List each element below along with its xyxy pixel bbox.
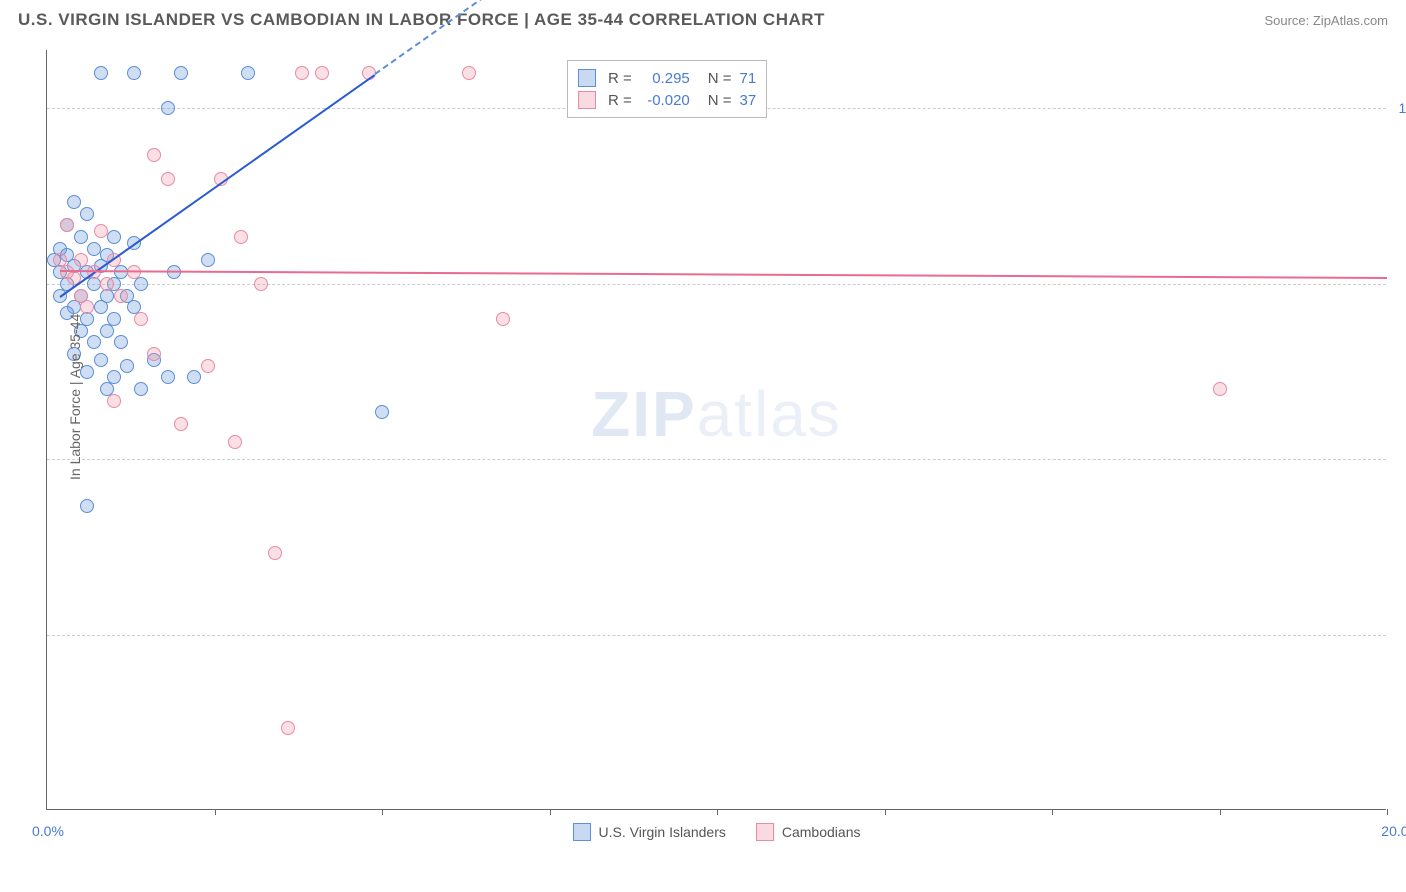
x-tick-mark	[215, 809, 216, 815]
scatter-point-pink	[147, 148, 161, 162]
scatter-point-pink	[94, 224, 108, 238]
scatter-point-pink	[100, 277, 114, 291]
scatter-point-pink	[1213, 382, 1227, 396]
scatter-point-pink	[295, 66, 309, 80]
scatter-point-blue	[100, 324, 114, 338]
scatter-point-pink	[234, 230, 248, 244]
scatter-point-blue	[120, 359, 134, 373]
x-tick-mark	[885, 809, 886, 815]
legend-item-a: U.S. Virgin Islanders	[573, 823, 726, 841]
scatter-point-blue	[127, 66, 141, 80]
scatter-point-blue	[114, 335, 128, 349]
scatter-point-blue	[375, 405, 389, 419]
scatter-point-blue	[107, 230, 121, 244]
n-value-a: 71	[740, 70, 757, 87]
y-tick-label: 55.0%	[1391, 627, 1406, 643]
watermark: ZIPatlas	[591, 377, 842, 451]
scatter-point-blue	[134, 277, 148, 291]
scatter-point-pink	[268, 546, 282, 560]
y-tick-label: 100.0%	[1391, 100, 1406, 116]
correlation-legend: R = 0.295 N = 71 R = -0.020 N = 37	[567, 60, 767, 118]
chart-source: Source: ZipAtlas.com	[1264, 13, 1388, 28]
scatter-point-blue	[80, 499, 94, 513]
legend-row-b: R = -0.020 N = 37	[578, 89, 756, 111]
x-tick-mark	[1220, 809, 1221, 815]
trendline	[60, 74, 376, 298]
scatter-point-pink	[80, 300, 94, 314]
scatter-point-pink	[107, 394, 121, 408]
scatter-point-blue	[67, 195, 81, 209]
chart-plot-area: ZIPatlas 100.0%85.0%70.0%55.0% R = 0.295…	[46, 50, 1386, 810]
x-tick-mark	[1052, 809, 1053, 815]
scatter-point-pink	[147, 347, 161, 361]
series-legend: U.S. Virgin Islanders Cambodians	[573, 823, 861, 841]
gridline	[47, 284, 1386, 285]
scatter-point-blue	[201, 253, 215, 267]
scatter-point-pink	[114, 289, 128, 303]
scatter-point-blue	[187, 370, 201, 384]
scatter-point-pink	[134, 312, 148, 326]
gridline	[47, 635, 1386, 636]
chart-title: U.S. VIRGIN ISLANDER VS CAMBODIAN IN LAB…	[18, 10, 825, 30]
scatter-point-pink	[201, 359, 215, 373]
x-tick-mark	[717, 809, 718, 815]
swatch-pink	[578, 91, 596, 109]
x-tick-mark	[382, 809, 383, 815]
scatter-point-blue	[87, 242, 101, 256]
scatter-point-pink	[496, 312, 510, 326]
y-tick-label: 70.0%	[1391, 451, 1406, 467]
scatter-point-pink	[254, 277, 268, 291]
swatch-pink-icon	[756, 823, 774, 841]
scatter-point-blue	[174, 66, 188, 80]
scatter-point-blue	[80, 207, 94, 221]
y-tick-label: 85.0%	[1391, 276, 1406, 292]
legend-item-b: Cambodians	[756, 823, 861, 841]
scatter-point-pink	[161, 172, 175, 186]
scatter-point-pink	[174, 417, 188, 431]
swatch-blue	[578, 69, 596, 87]
scatter-point-blue	[241, 66, 255, 80]
x-tick-mark	[550, 809, 551, 815]
scatter-point-blue	[94, 66, 108, 80]
x-tick-mark	[1387, 809, 1388, 815]
scatter-point-pink	[228, 435, 242, 449]
scatter-point-blue	[87, 335, 101, 349]
scatter-point-blue	[74, 230, 88, 244]
scatter-point-blue	[161, 370, 175, 384]
x-axis-min-label: 0.0%	[32, 823, 64, 839]
swatch-blue-icon	[573, 823, 591, 841]
scatter-point-pink	[462, 66, 476, 80]
chart-header: U.S. VIRGIN ISLANDER VS CAMBODIAN IN LAB…	[0, 0, 1406, 36]
r-value-a: 0.295	[640, 70, 690, 87]
r-value-b: -0.020	[640, 92, 690, 109]
scatter-point-pink	[60, 218, 74, 232]
scatter-point-pink	[74, 253, 88, 267]
scatter-point-blue	[134, 382, 148, 396]
scatter-point-blue	[161, 101, 175, 115]
y-axis-label: In Labor Force | Age 35-44	[67, 314, 83, 480]
n-value-b: 37	[740, 92, 757, 109]
scatter-point-pink	[315, 66, 329, 80]
gridline	[47, 459, 1386, 460]
legend-row-a: R = 0.295 N = 71	[578, 67, 756, 89]
scatter-point-blue	[94, 300, 108, 314]
x-axis-max-label: 20.0%	[1381, 823, 1406, 839]
scatter-point-blue	[94, 353, 108, 367]
scatter-point-pink	[281, 721, 295, 735]
